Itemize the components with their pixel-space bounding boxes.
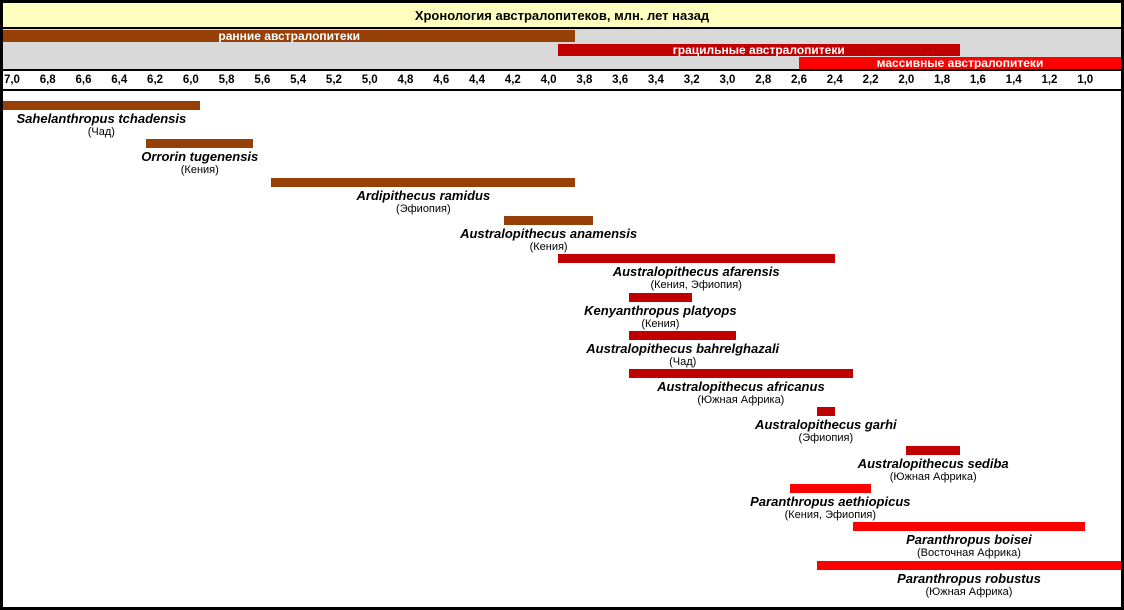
band-early-australopithecines: ранние австралопитеки xyxy=(3,30,576,42)
species-name: Paranthropus boisei xyxy=(906,532,1032,548)
species-location: (Чад) xyxy=(669,355,697,368)
species-location: (Чад) xyxy=(87,126,115,138)
axis-tick: 6,2 xyxy=(147,74,164,86)
species-location: (Кения) xyxy=(529,240,568,253)
species-name: Paranthropus aethiopicus xyxy=(750,494,911,509)
band-gracile-australopithecines: грацильные австралопитеки xyxy=(557,43,960,56)
category-bands: ранние австралопитеки грацильные австрало… xyxy=(3,29,1121,71)
species-bar xyxy=(816,407,835,417)
time-axis: 7,0 6,8 6,6 6,4 6,2 6,0 5,8 5,6 5,4 5,2 5,0 4,8 4,6 4… xyxy=(3,71,1121,91)
species-name: Australopithecus garhi xyxy=(755,417,897,433)
species-row: Orrorin tugenensis (Кения) xyxy=(3,139,1121,177)
species-location: (Южная Африка) xyxy=(925,585,1013,598)
species-name: Australopithecus africanus xyxy=(657,379,825,395)
axis-tick: 1,0 xyxy=(1077,74,1094,86)
axis-tick: 5,4 xyxy=(290,74,307,86)
species-row: Australopithecus bahrelghazali (Чад) xyxy=(3,330,1121,369)
axis-tick: 3,6 xyxy=(612,74,629,86)
axis-tick: 2,4 xyxy=(826,74,843,86)
species-name: Sahelanthropus tchadensis xyxy=(16,111,187,126)
axis-tick: 3,2 xyxy=(683,74,700,86)
axis-tick: 4,4 xyxy=(469,74,486,86)
title-bar: Хронология австралопитеков, млн. лет наз… xyxy=(3,3,1121,29)
species-name: Australopithecus sediba xyxy=(857,455,1009,471)
species-name: Paranthropus robustus xyxy=(897,570,1041,586)
species-bar xyxy=(790,484,871,493)
axis-tick: 4,2 xyxy=(504,74,521,86)
species-row: Australopithecus garhi (Эфиопия) xyxy=(3,407,1121,445)
species-name: Kenyanthropus platyops xyxy=(584,302,737,318)
species-bar xyxy=(629,292,692,302)
axis-tick: 2,6 xyxy=(791,74,808,86)
axis-tick: 1,4 xyxy=(1005,74,1022,86)
species-row: Paranthropus robustus (Южная Африка) xyxy=(3,560,1121,599)
axis-tick: 2,8 xyxy=(755,74,772,86)
axis-tick: 1,6 xyxy=(969,74,986,86)
species-bar xyxy=(852,522,1086,532)
axis-tick: 4,0 xyxy=(540,74,557,86)
species-bar xyxy=(3,101,200,110)
species-bar xyxy=(557,254,835,264)
axis-tick: 1,8 xyxy=(934,74,951,86)
species-name: Australopithecus bahrelghazali xyxy=(586,340,780,356)
axis-tick: 2,0 xyxy=(898,74,915,86)
axis-tick: 6,4 xyxy=(111,74,128,86)
species-name: Australopithecus anamensis xyxy=(460,225,638,241)
species-row: Australopithecus anamensis (Кения) xyxy=(3,215,1121,254)
axis-tick: 4,8 xyxy=(397,74,414,86)
axis-tick: 5,2 xyxy=(325,74,342,86)
species-bar xyxy=(503,215,594,225)
species-row: Ardipithecus ramidus (Эфиопия) xyxy=(3,177,1121,216)
species-location: (Кения) xyxy=(180,164,219,177)
species-name: Orrorin tugenensis xyxy=(141,149,259,165)
species-row: Kenyanthropus platyops (Кения) xyxy=(3,292,1121,331)
species-bar xyxy=(816,560,1121,570)
axis-tick: 5,0 xyxy=(361,74,378,86)
chart-title: Хронология австралопитеков, млн. лет наз… xyxy=(414,7,710,23)
axis-tick: 6,8 xyxy=(39,74,56,86)
species-name: Ardipithecus ramidus xyxy=(356,187,491,203)
species-location: (Южная Африка) xyxy=(697,394,785,407)
species-location: (Эфиопия) xyxy=(396,202,451,215)
species-location: (Восточная Африка) xyxy=(916,547,1021,560)
species-location: (Кения) xyxy=(641,317,680,330)
species-row: Australopithecus afarensis (Кения, Эфиопи… xyxy=(3,254,1121,292)
species-location: (Кения, Эфиопия) xyxy=(650,279,742,292)
species-location: (Кения, Эфиопия) xyxy=(784,509,877,521)
species-bar xyxy=(271,177,576,187)
axis-tick: 7,0 xyxy=(3,74,20,86)
axis-tick: 5,8 xyxy=(218,74,235,86)
axis-tick: 3,0 xyxy=(719,74,736,86)
species-bar xyxy=(146,139,254,149)
species-row: Paranthropus boisei (Восточная Африка) xyxy=(3,522,1121,560)
axis-tick: 4,6 xyxy=(433,74,450,86)
axis-tick: 3,4 xyxy=(647,74,664,86)
band-massive-australopithecines: массивные австралопитеки xyxy=(799,57,1121,69)
species-bar xyxy=(629,369,853,379)
axis-tick: 2,2 xyxy=(862,74,879,86)
species-row: Sahelanthropus tchadensis (Чад) xyxy=(3,101,1121,139)
species-row: Paranthropus aethiopicus (Кения, Эфиопия) xyxy=(3,484,1121,522)
species-bar xyxy=(629,330,737,340)
plot-area: Sahelanthropus tchadensis (Чад) Orrorin tu… xyxy=(3,91,1121,607)
axis-tick: 5,6 xyxy=(254,74,271,86)
species-bar xyxy=(906,445,960,455)
axis-tick: 3,8 xyxy=(576,74,593,86)
axis-tick: 6,0 xyxy=(182,74,199,86)
axis-tick: 6,6 xyxy=(75,74,92,86)
species-location: (Эфиопия) xyxy=(798,432,854,445)
species-row: Australopithecus sediba (Южная Африка) xyxy=(3,445,1121,484)
species-name: Australopithecus afarensis xyxy=(612,264,780,280)
axis-tick: 1,2 xyxy=(1041,74,1058,86)
species-location: (Южная Африка) xyxy=(889,470,977,483)
species-row: Australopithecus africanus (Южная Африка) xyxy=(3,369,1121,407)
